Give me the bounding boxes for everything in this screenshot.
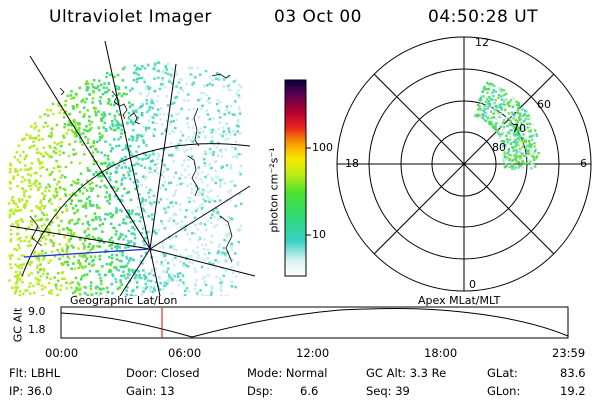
ip-info: IP: 36.0	[9, 384, 53, 398]
meridian-line	[149, 248, 161, 296]
coastlines	[29, 73, 233, 263]
meridian-line	[149, 248, 256, 277]
lat-label-60: 60	[537, 98, 551, 111]
auroral-oval	[474, 82, 540, 170]
geographic-label: Geographic Lat/Lon	[70, 294, 178, 307]
lat-label-80: 80	[492, 141, 506, 154]
altitude-curve	[60, 308, 569, 338]
time-tick-1200: 12:00	[296, 346, 330, 360]
alt-tick-1-8: 1.8	[28, 323, 46, 336]
time-tick-2359: 23:59	[552, 346, 586, 360]
colorbar-unit-label: photon cm⁻²s⁻¹	[267, 147, 281, 233]
meridian-line	[119, 248, 151, 296]
polar-mlt-plot	[336, 36, 592, 292]
dsp-label: Dsp:	[247, 384, 274, 398]
gain-info: Gain: 13	[126, 384, 175, 398]
orbit-altitude-plot	[60, 306, 569, 339]
time-tick-0000: 00:00	[45, 346, 79, 360]
mlt-label-12: 12	[475, 36, 489, 49]
meridian-line	[9, 225, 151, 250]
glon-value: 19.2	[560, 384, 586, 398]
instrument-title: Ultraviolet Imager	[49, 7, 212, 27]
latitude-circle	[21, 143, 251, 277]
gc-alt-axis-label: GC Alt	[11, 307, 25, 343]
seq-info: Seq: 39	[366, 384, 410, 398]
door-info: Door: Closed	[126, 366, 200, 380]
terminator-line	[23, 248, 151, 258]
colorbar-tick-10: 10	[312, 228, 326, 241]
meridian-line	[29, 55, 151, 250]
dsp-value: 6.6	[300, 384, 319, 398]
observation-date: 03 Oct 00	[274, 7, 362, 27]
filter-info: Flt: LBHL	[9, 366, 61, 380]
meridian-line	[149, 63, 177, 250]
mlt-label-6: 6	[580, 157, 587, 170]
mlt-label-18: 18	[345, 157, 359, 170]
geographic-image	[8, 40, 256, 296]
meridian-line	[104, 40, 151, 250]
time-tick-1800: 18:00	[424, 346, 458, 360]
observation-time: 04:50:28 UT	[428, 7, 539, 27]
alt-tick-9: 9.0	[28, 305, 46, 318]
colorbar-tick-100: 100	[312, 141, 333, 154]
mode-info: Mode: Normal	[247, 366, 328, 380]
gc-alt-info: GC Alt: 3.3 Re	[366, 366, 447, 380]
aurora-emission	[8, 61, 243, 296]
lat-label-70: 70	[512, 122, 526, 135]
time-tick-0600: 06:00	[168, 346, 202, 360]
glat-value: 83.6	[560, 366, 586, 380]
apex-label: Apex MLat/MLT	[418, 294, 501, 307]
meridian-line	[149, 185, 251, 250]
glon-label: GLon:	[487, 384, 521, 398]
mlt-label-0: 0	[469, 278, 476, 291]
colorbar	[284, 79, 311, 277]
glat-label: GLat:	[487, 366, 518, 380]
